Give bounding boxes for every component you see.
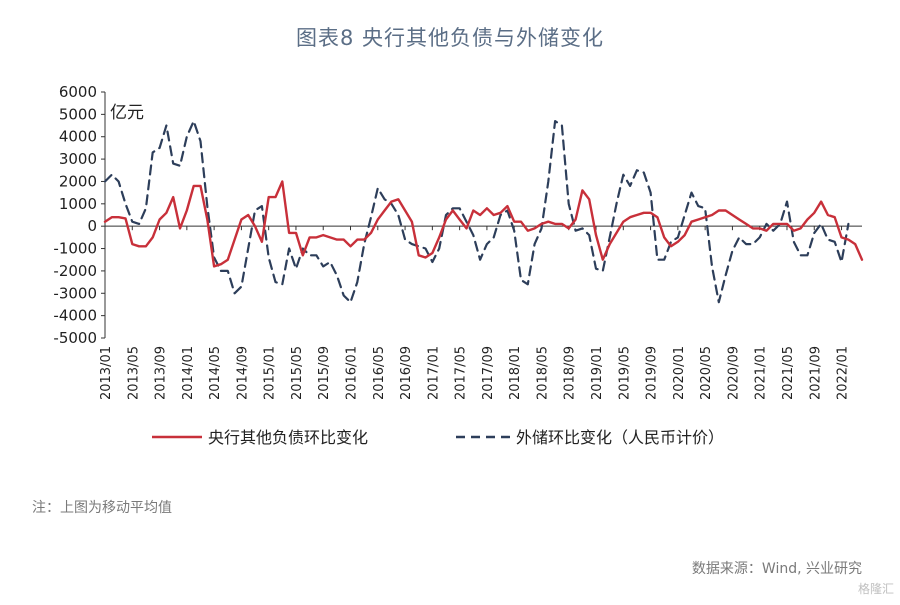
x-tick-label: 2017/05 <box>454 346 469 400</box>
legend-label-fx-reserves: 外储环比变化（人民币计价） <box>516 428 724 447</box>
x-tick-label: 2014/05 <box>208 346 223 400</box>
x-tick-label: 2017/01 <box>426 346 441 400</box>
x-tick-label: 2013/05 <box>126 346 141 400</box>
watermark-logo: 格隆汇 <box>857 582 894 596</box>
x-tick-label: 2015/01 <box>263 346 278 400</box>
x-tick-label: 2019/09 <box>645 346 660 400</box>
x-tick-label: 2021/01 <box>754 346 769 400</box>
y-tick-label: -3000 <box>53 284 97 302</box>
x-tick-label: 2013/09 <box>154 346 169 400</box>
x-tick-label: 2018/05 <box>535 346 550 400</box>
x-tick-label: 2015/09 <box>317 346 332 400</box>
x-tick-label: 2016/01 <box>345 346 360 400</box>
y-tick-label: 5000 <box>59 105 97 123</box>
x-tick-label: 2014/01 <box>181 346 196 400</box>
y-tick-label: 6000 <box>59 83 97 101</box>
x-tick-label: 2017/09 <box>481 346 496 400</box>
x-tick-label: 2022/01 <box>836 346 851 400</box>
x-tick-label: 2019/01 <box>590 346 605 400</box>
y-tick-label: -2000 <box>53 262 97 280</box>
x-tick-label: 2018/09 <box>563 346 578 400</box>
x-tick-label: 2018/01 <box>508 346 523 400</box>
y-unit-label: 亿元 <box>110 103 144 123</box>
x-tick-label: 2013/01 <box>99 346 114 400</box>
x-tick-label: 2020/05 <box>699 346 714 400</box>
legend-label-central-bank: 央行其他负债环比变化 <box>208 428 368 447</box>
x-tick-label: 2020/09 <box>726 346 741 400</box>
x-tick-label: 2021/09 <box>808 346 823 400</box>
y-tick-label: 4000 <box>59 128 97 146</box>
y-tick-label: -4000 <box>53 307 97 325</box>
x-tick-label: 2019/05 <box>617 346 632 400</box>
y-tick-label: 1000 <box>59 195 97 213</box>
y-tick-label: 0 <box>87 217 97 235</box>
y-tick-label: -1000 <box>53 240 97 258</box>
x-tick-label: 2015/05 <box>290 346 305 400</box>
series-line-fx-reserves <box>103 119 850 304</box>
y-tick-label: -5000 <box>53 329 97 347</box>
y-tick-label: 2000 <box>59 172 97 190</box>
x-tick-label: 2014/09 <box>235 346 250 400</box>
x-tick-label: 2016/05 <box>372 346 387 400</box>
source-note: 数据来源：Wind, 兴业研究 <box>691 561 862 577</box>
x-tick-label: 2020/01 <box>672 346 687 400</box>
x-tick-label: 2016/09 <box>399 346 414 400</box>
series-line-central-bank <box>103 180 864 268</box>
chart-title: 图表8 央行其他负债与外储变化 <box>295 26 605 50</box>
y-tick-label: 3000 <box>59 150 97 168</box>
footnote: 注：上图为移动平均值 <box>32 500 172 516</box>
x-tick-label: 2021/05 <box>781 346 796 400</box>
